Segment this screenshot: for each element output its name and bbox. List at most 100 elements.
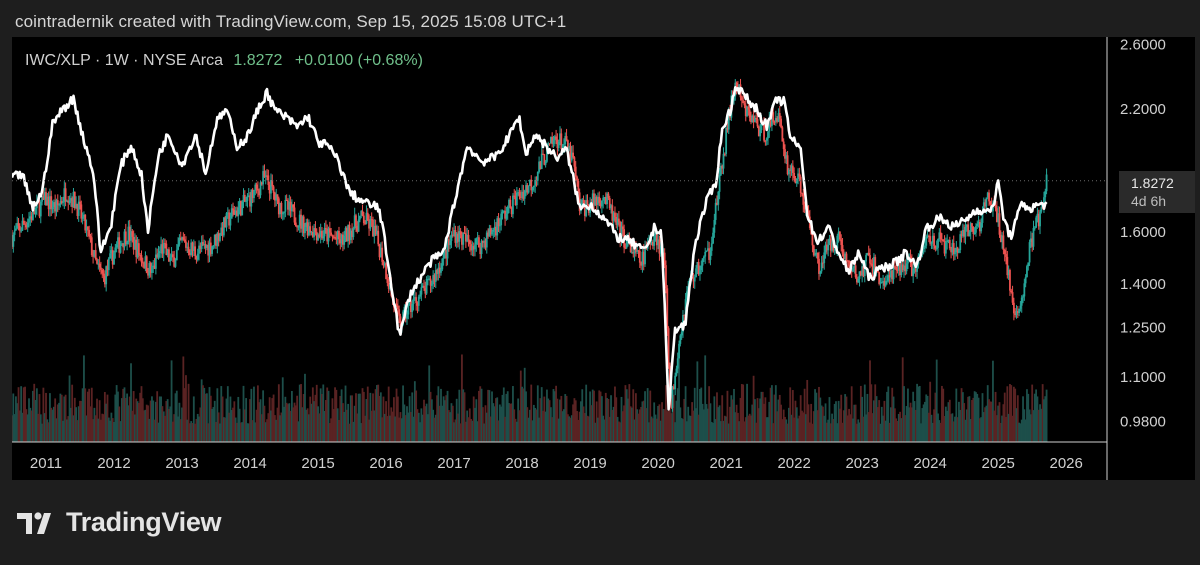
candle-body xyxy=(705,250,708,252)
volume-bar xyxy=(577,419,580,442)
volume-bar xyxy=(765,417,768,442)
price-axis: 2.60002.20001.60001.40001.25001.10000.98… xyxy=(1120,37,1166,431)
volume-bar xyxy=(360,423,363,442)
volume-bar xyxy=(598,390,601,442)
volume-bar xyxy=(794,400,797,442)
candle-body xyxy=(870,263,873,265)
candle-body xyxy=(924,245,926,248)
candle-body xyxy=(122,243,125,248)
volume-bar xyxy=(332,409,335,442)
volume-bar xyxy=(98,400,101,442)
candle-body xyxy=(908,256,911,258)
candle-body xyxy=(1002,235,1005,250)
candle-body xyxy=(196,253,199,260)
volume-bar xyxy=(413,381,416,442)
volume-bar xyxy=(568,416,571,442)
volume-bar xyxy=(896,421,899,442)
volume-bar xyxy=(266,419,268,442)
volume-bar xyxy=(583,413,586,442)
candle-body xyxy=(16,222,19,229)
volume-bar xyxy=(255,409,258,442)
volume-bar xyxy=(236,422,238,442)
volume-bar xyxy=(590,405,593,442)
candle-body xyxy=(464,233,467,242)
time-axis-tick-label: 2016 xyxy=(369,455,402,472)
volume-bar xyxy=(781,419,784,442)
volume-bar xyxy=(1018,422,1021,442)
candle-body xyxy=(228,212,231,226)
volume-bar xyxy=(857,419,860,442)
volume-bar xyxy=(228,412,231,442)
candle-body xyxy=(185,241,187,248)
candle-body xyxy=(583,204,586,216)
candle-body xyxy=(887,275,890,281)
volume-bar xyxy=(756,398,759,442)
candle-body xyxy=(913,268,916,270)
candle-body xyxy=(764,140,767,142)
volume-bar xyxy=(1028,409,1031,442)
volume-bar xyxy=(933,409,935,442)
candle-body xyxy=(750,117,752,123)
volume-bar xyxy=(247,423,250,442)
candle-body xyxy=(556,139,559,149)
candle-body xyxy=(288,201,291,210)
volume-bar xyxy=(829,423,832,442)
candle-body xyxy=(576,176,578,182)
candle-body xyxy=(81,217,84,219)
volume-bar xyxy=(600,396,603,442)
volume-bar xyxy=(611,409,614,442)
candle-body xyxy=(470,244,472,251)
candle-body xyxy=(1045,174,1048,192)
chart-legend[interactable]: IWC/XLP · 1W · NYSE Arca 1.8272 +0.0100 … xyxy=(25,52,423,70)
volume-bar xyxy=(522,388,525,442)
volume-bar xyxy=(930,414,933,442)
candle-body xyxy=(713,219,716,233)
volume-bar xyxy=(602,415,605,442)
candle-body xyxy=(188,252,191,255)
volume-bar xyxy=(362,391,365,442)
volume-bar xyxy=(993,410,996,442)
candle-body xyxy=(617,218,620,222)
candle-body xyxy=(113,252,115,265)
volume-bar xyxy=(780,404,782,442)
candle-body xyxy=(951,243,954,253)
volume-bar xyxy=(782,409,785,442)
candle-body xyxy=(33,207,36,215)
candle-body xyxy=(485,232,488,248)
candle-body xyxy=(491,231,493,235)
candle-body xyxy=(527,186,530,193)
volume-bar xyxy=(561,411,564,442)
candle-body xyxy=(449,240,452,246)
candle-body xyxy=(1031,238,1034,247)
candle-body xyxy=(419,294,421,297)
candle-body xyxy=(256,188,259,191)
volume-bar xyxy=(123,387,126,442)
candle-body xyxy=(84,214,87,231)
volume-bar xyxy=(1006,386,1009,442)
volume-bar xyxy=(245,398,248,442)
volume-bar xyxy=(420,408,423,442)
volume-bar xyxy=(925,394,928,442)
candle-body xyxy=(771,112,773,127)
candle-body xyxy=(815,252,818,255)
candle-body xyxy=(517,192,520,194)
price-axis-tick-label: 1.1000 xyxy=(1120,369,1166,386)
volume-bar xyxy=(166,399,169,442)
volume-bar xyxy=(110,412,113,442)
volume-bar xyxy=(450,403,453,442)
candle-body xyxy=(311,231,314,237)
candle-body xyxy=(267,175,270,185)
candle-body xyxy=(1005,254,1007,257)
candle-body xyxy=(632,252,635,254)
volume-bar xyxy=(988,399,990,442)
candle-body xyxy=(484,240,487,248)
volume-bar xyxy=(173,414,176,442)
volume-bar xyxy=(162,411,165,442)
chart-canvas[interactable]: 2.60002.20001.60001.40001.25001.10000.98… xyxy=(12,37,1195,480)
volume-bar xyxy=(297,421,300,442)
volume-bar xyxy=(372,393,374,442)
chart-frame[interactable]: 2.6000 2.2000 1.6000 1.4000 1.2500 1.1000 0.98… xyxy=(12,37,1195,480)
volume-bar xyxy=(170,360,173,442)
volume-bar xyxy=(909,402,912,442)
volume-bar xyxy=(386,416,389,442)
